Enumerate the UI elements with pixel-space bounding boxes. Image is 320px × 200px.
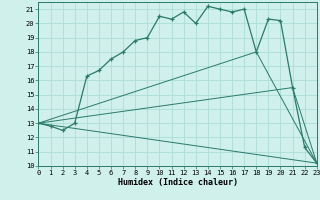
X-axis label: Humidex (Indice chaleur): Humidex (Indice chaleur) bbox=[118, 178, 238, 187]
